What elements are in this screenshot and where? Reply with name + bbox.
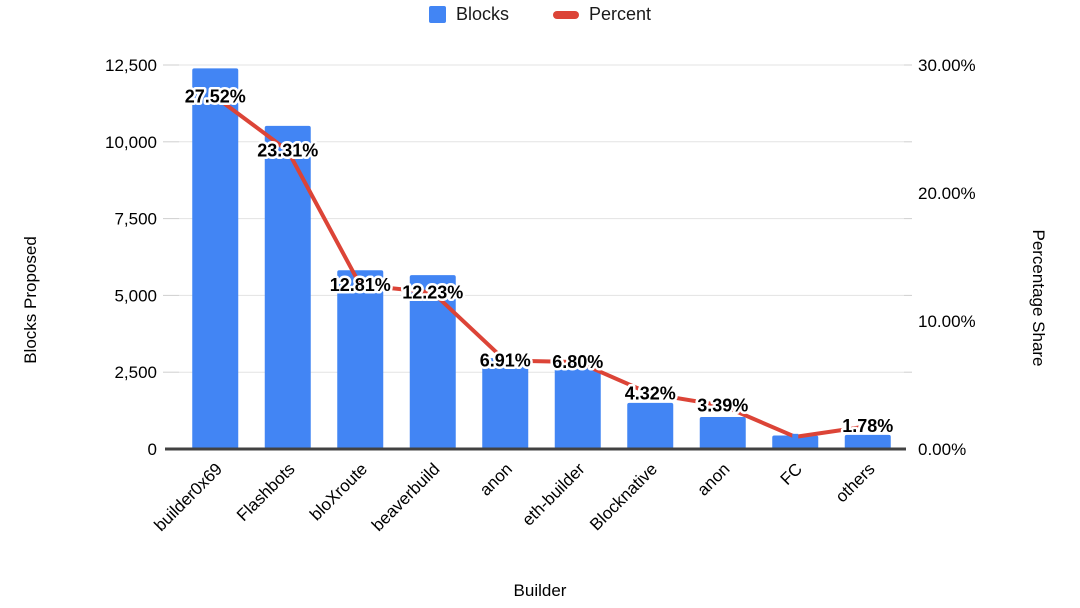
line-point-marker: [719, 402, 726, 409]
x-axis-category-label: bloXroute: [306, 459, 371, 524]
line-point-marker: [357, 282, 364, 289]
percent-data-label: 6.91%: [480, 351, 531, 371]
line-point-marker: [502, 357, 509, 364]
line-point-marker: [647, 390, 654, 397]
bar-beaverbuild[interactable]: [409, 275, 456, 449]
legend-item-blocks[interactable]: Blocks: [428, 4, 509, 25]
left-axis-tick-label: 7,500: [114, 210, 157, 229]
right-axis-tick-label: 10.00%: [918, 312, 976, 331]
bar-Flashbots[interactable]: [264, 125, 311, 450]
bar-Blocknative[interactable]: [627, 402, 674, 449]
percent-data-label: 1.78%: [842, 416, 893, 436]
x-axis-category-label: anon: [476, 459, 516, 499]
x-axis-category-label: anon: [693, 459, 733, 499]
bar-anon[interactable]: [699, 417, 746, 449]
x-axis-category-label: builder0x69: [150, 459, 226, 535]
right-axis-tick-label: 20.00%: [918, 184, 976, 203]
left-axis-tick-label: 2,500: [114, 363, 157, 382]
percent-data-label: 23.31%: [257, 141, 318, 161]
percent-line: [213, 94, 870, 439]
bar-eth-builder[interactable]: [554, 362, 601, 449]
line-point-marker: [429, 289, 436, 296]
x-axis-category-label: beaverbuild: [368, 459, 444, 535]
percent-data-label: 12.81%: [330, 275, 391, 295]
x-axis-category-label: Flashbots: [233, 459, 299, 525]
bar-anon[interactable]: [482, 358, 529, 449]
x-axis-category-label: FC: [777, 459, 806, 488]
percent-data-label: 27.52%: [185, 87, 246, 107]
legend-label-blocks: Blocks: [455, 4, 509, 24]
legend-item-percent[interactable]: Percent: [552, 4, 652, 25]
left-axis-tick-label: 0: [148, 440, 157, 459]
x-axis-category-label: others: [832, 459, 879, 506]
line-point-marker: [792, 433, 799, 440]
legend-label-percent: Percent: [588, 4, 652, 24]
line-point-marker: [574, 358, 581, 365]
chart-legend: Blocks Percent: [0, 4, 1080, 25]
percent-dash-icon: [552, 10, 579, 19]
left-axis-tick-label: 5,000: [114, 286, 157, 305]
right-axis-tick-label: 0.00%: [918, 440, 966, 459]
right-axis-tick-label: 30.00%: [918, 56, 976, 75]
blocks-square-icon: [428, 6, 446, 23]
x-axis-title: Builder: [513, 581, 567, 600]
bar-others[interactable]: [844, 434, 891, 449]
line-point-marker: [212, 93, 219, 100]
bar-builder0x69[interactable]: [192, 68, 239, 449]
percent-data-label: 12.23%: [402, 282, 463, 302]
bar-FC[interactable]: [772, 435, 819, 449]
percent-data-label: 3.39%: [697, 396, 748, 416]
left-axis-tick-label: 12,500: [105, 56, 157, 75]
bar-bloXroute[interactable]: [337, 270, 384, 449]
percent-data-label: 6.80%: [552, 352, 603, 372]
left-axis-tick-label: 10,000: [105, 133, 157, 152]
line-point-marker: [864, 423, 871, 430]
percent-data-label: 4.32%: [625, 384, 676, 404]
line-point-marker: [284, 147, 291, 154]
x-axis-category-label: eth-builder: [518, 459, 588, 529]
x-axis-category-label: Blocknative: [586, 459, 661, 534]
